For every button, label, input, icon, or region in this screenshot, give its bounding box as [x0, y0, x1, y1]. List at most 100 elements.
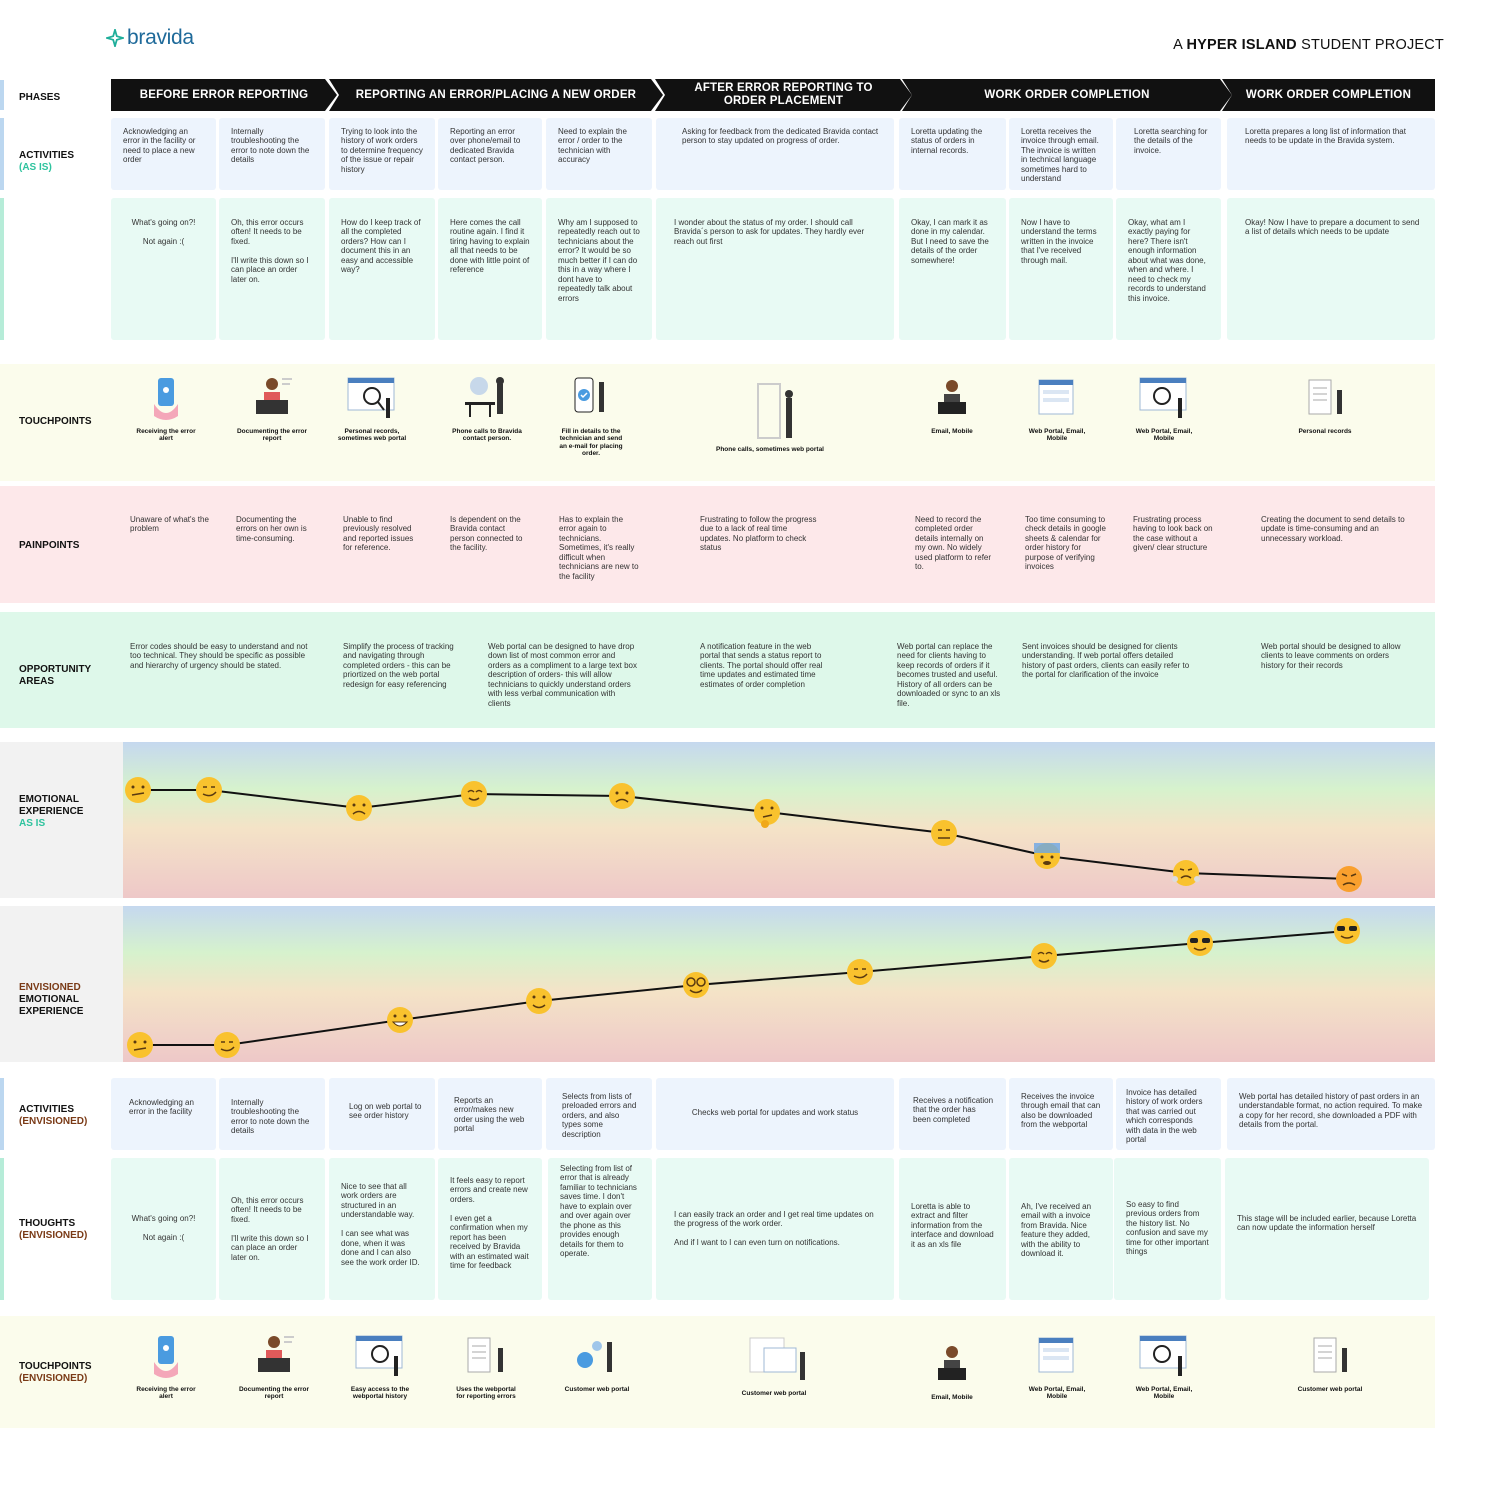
web-portal-icon: [1038, 379, 1074, 415]
touchpoint-asis: Receiving the error alert: [130, 374, 202, 443]
emoji-grin-icon: [387, 1007, 413, 1033]
touchpoint-env: Uses the webportal for reporting errors: [452, 1332, 520, 1401]
thought-asis-card: Oh, this error occurs often! It needs to…: [219, 198, 325, 340]
opportunity-text: Web portal should be designed to allow c…: [1261, 642, 1401, 670]
thought-env-card: Selecting from list of error that is alr…: [548, 1158, 652, 1300]
touchpoint-env: Easy access to the webportal history: [344, 1332, 416, 1401]
painpoints-band: [0, 486, 1435, 603]
activity-asis-card: Acknowledging an error in the facility o…: [111, 118, 216, 190]
row-label-activities-env: ACTIVITIES (ENVISIONED): [19, 1104, 88, 1127]
touchpoint-asis: Fill in details to the technician and se…: [556, 374, 626, 458]
emoji-relieved-icon: [1031, 943, 1057, 969]
touchpoint-asis: Phone calls, sometimes web portal: [710, 380, 830, 453]
activity-asis-card: Internally troubleshooting the error to …: [219, 118, 325, 190]
records-document-icon: [467, 1337, 503, 1373]
activity-asis-card: Reporting an error over phone/email to d…: [438, 118, 542, 190]
thoughts-accent-bar: [0, 198, 4, 340]
opportunity-text: Sent invoices should be designed for cli…: [1022, 642, 1190, 680]
touchpoint-env: Web Portal, Email, Mobile: [1025, 1332, 1089, 1401]
row-label-phases: PHASES: [19, 92, 61, 103]
activity-env-card: Receives the invoice through email that …: [1009, 1078, 1113, 1150]
activity-env-card: Checks web portal for updates and work s…: [656, 1078, 894, 1150]
activity-asis-card: Asking for feedback from the dedicated B…: [656, 118, 894, 190]
emoji-smirk-icon: [196, 777, 222, 803]
emotional-curve-asis: [123, 742, 1435, 898]
project-title: A HYPER ISLAND STUDENT PROJECT: [1173, 37, 1444, 53]
touchpoint-asis: Personal records, sometimes web portal: [337, 374, 407, 443]
search-portal-icon: [1139, 377, 1187, 418]
phase-1: BEFORE ERROR REPORTING: [111, 79, 337, 111]
thought-asis-card: Now I have to understand the terms writt…: [1009, 198, 1113, 340]
row-label-activities: ACTIVITIES (AS IS): [19, 150, 75, 173]
opportunity-text: Web portal can replace the need for clie…: [897, 642, 1001, 708]
laptop-user-icon: [938, 380, 966, 414]
activity-asis-card: Loretta receives the invoice through ema…: [1009, 118, 1113, 190]
thought-asis-card: Why am I supposed to repeatedly reach ou…: [546, 198, 652, 340]
bravida-star-icon: [106, 29, 124, 47]
opportunity-text: A notification feature in the web portal…: [700, 642, 823, 689]
touchpoints-env-band: [0, 1316, 1435, 1428]
touchpoint-env: Web Portal, Email, Mobile: [1132, 1332, 1196, 1401]
thoughts-env-accent-bar: [0, 1158, 4, 1300]
chat-bubble-icon: [577, 1341, 612, 1372]
emoji-steaming-icon: [1172, 860, 1200, 886]
opportunity-text: Simplify the process of tracking and nav…: [343, 642, 454, 689]
row-label-opportunity: OPPORTUNITY AREAS: [19, 664, 92, 687]
row-label-emotional: EMOTIONAL EXPERIENCE AS IS: [19, 794, 84, 829]
thought-asis-card: Okay, what am I exactly paying for here?…: [1116, 198, 1221, 340]
phase-3: AFTER ERROR REPORTING TO ORDER PLACEMENT: [655, 79, 912, 111]
painpoint-text: Is dependent on the Bravida contact pers…: [450, 515, 523, 553]
emoji-cool-icon: [1187, 930, 1213, 956]
activity-asis-card: Trying to look into the history of work …: [329, 118, 435, 190]
phone-alert-icon: [154, 378, 178, 420]
activity-env-card: Acknowledging an error in the facility: [111, 1078, 216, 1150]
records-document-icon: [1313, 1337, 1347, 1373]
activity-env-card: Receives a notification that the order h…: [899, 1078, 1006, 1150]
web-portal-icon: [749, 1337, 805, 1380]
phases-accent-bar: [0, 80, 4, 110]
emoji-smirk-icon: [847, 959, 873, 985]
activity-asis-card: Loretta prepares a long list of informat…: [1227, 118, 1435, 190]
touchpoint-env: Email, Mobile: [920, 1340, 984, 1401]
touchpoint-asis: Email, Mobile: [920, 374, 984, 435]
thought-env-card: Ah, I've received an email with a invoic…: [1009, 1158, 1113, 1300]
row-label-envisioned: ENVISIONED EMOTIONAL EXPERIENCE: [19, 982, 84, 1017]
activity-env-card: Log on web portal to see order history: [329, 1078, 435, 1150]
row-label-painpoints: PAINPOINTS: [19, 540, 80, 551]
logo-text: bravida: [127, 26, 194, 49]
thought-asis-card: I wonder about the status of my order. I…: [656, 198, 894, 340]
emoji-nerd-icon: [683, 972, 709, 998]
phase-2: REPORTING AN ERROR/PLACING A NEW ORDER: [329, 79, 663, 111]
emoji-smirk-icon: [214, 1032, 240, 1058]
painpoint-text: Documenting the errors on her own is tim…: [236, 515, 307, 543]
thought-env-card: Nice to see that all work orders are str…: [329, 1158, 435, 1300]
row-label-thoughts-env: THOUGHTS (ENVISIONED): [19, 1218, 88, 1241]
emotion-label-band: [0, 742, 123, 898]
activity-env-card: Invoice has detailed history of work ord…: [1116, 1078, 1221, 1150]
thought-asis-card: How do I keep track of all the completed…: [329, 198, 435, 340]
desk-laptop-icon: [256, 378, 292, 414]
activity-asis-card: Loretta searching for the details of the…: [1116, 118, 1221, 190]
touchpoint-asis: Personal records: [1290, 374, 1360, 435]
painpoint-text: Unaware of what's the problem: [130, 515, 209, 534]
activity-env-card: Internally troubleshooting the error to …: [219, 1078, 325, 1150]
emoji-confused-icon: [125, 777, 151, 803]
thought-env-card: Oh, this error occurs often! It needs to…: [219, 1158, 325, 1300]
opportunity-band: [0, 612, 1435, 728]
emoji-expressionless-icon: [931, 820, 957, 846]
emoji-sad-icon: [609, 783, 635, 809]
emoji-smile-icon: [526, 988, 552, 1014]
touchpoint-asis: Web Portal, Email, Mobile: [1132, 374, 1196, 443]
opportunity-text: Error codes should be easy to understand…: [130, 642, 308, 670]
thought-env-card: It feels easy to report errors and creat…: [438, 1158, 542, 1300]
web-portal-icon: [1038, 1337, 1074, 1373]
desk-laptop-icon: [258, 1336, 294, 1372]
mobile-check-icon: [574, 377, 604, 413]
row-label-touchpoints-env: TOUCHPOINTS (ENVISIONED): [19, 1361, 92, 1384]
emoji-thinking-icon: [754, 799, 780, 828]
emoji-relieved-icon: [461, 781, 487, 807]
activity-env-card: Selects from lists of preloaded errors a…: [546, 1078, 652, 1150]
door-person-icon: [757, 383, 793, 439]
touchpoints-band: [0, 364, 1435, 481]
thought-asis-card: What's going on?! Not again :(: [111, 198, 216, 340]
